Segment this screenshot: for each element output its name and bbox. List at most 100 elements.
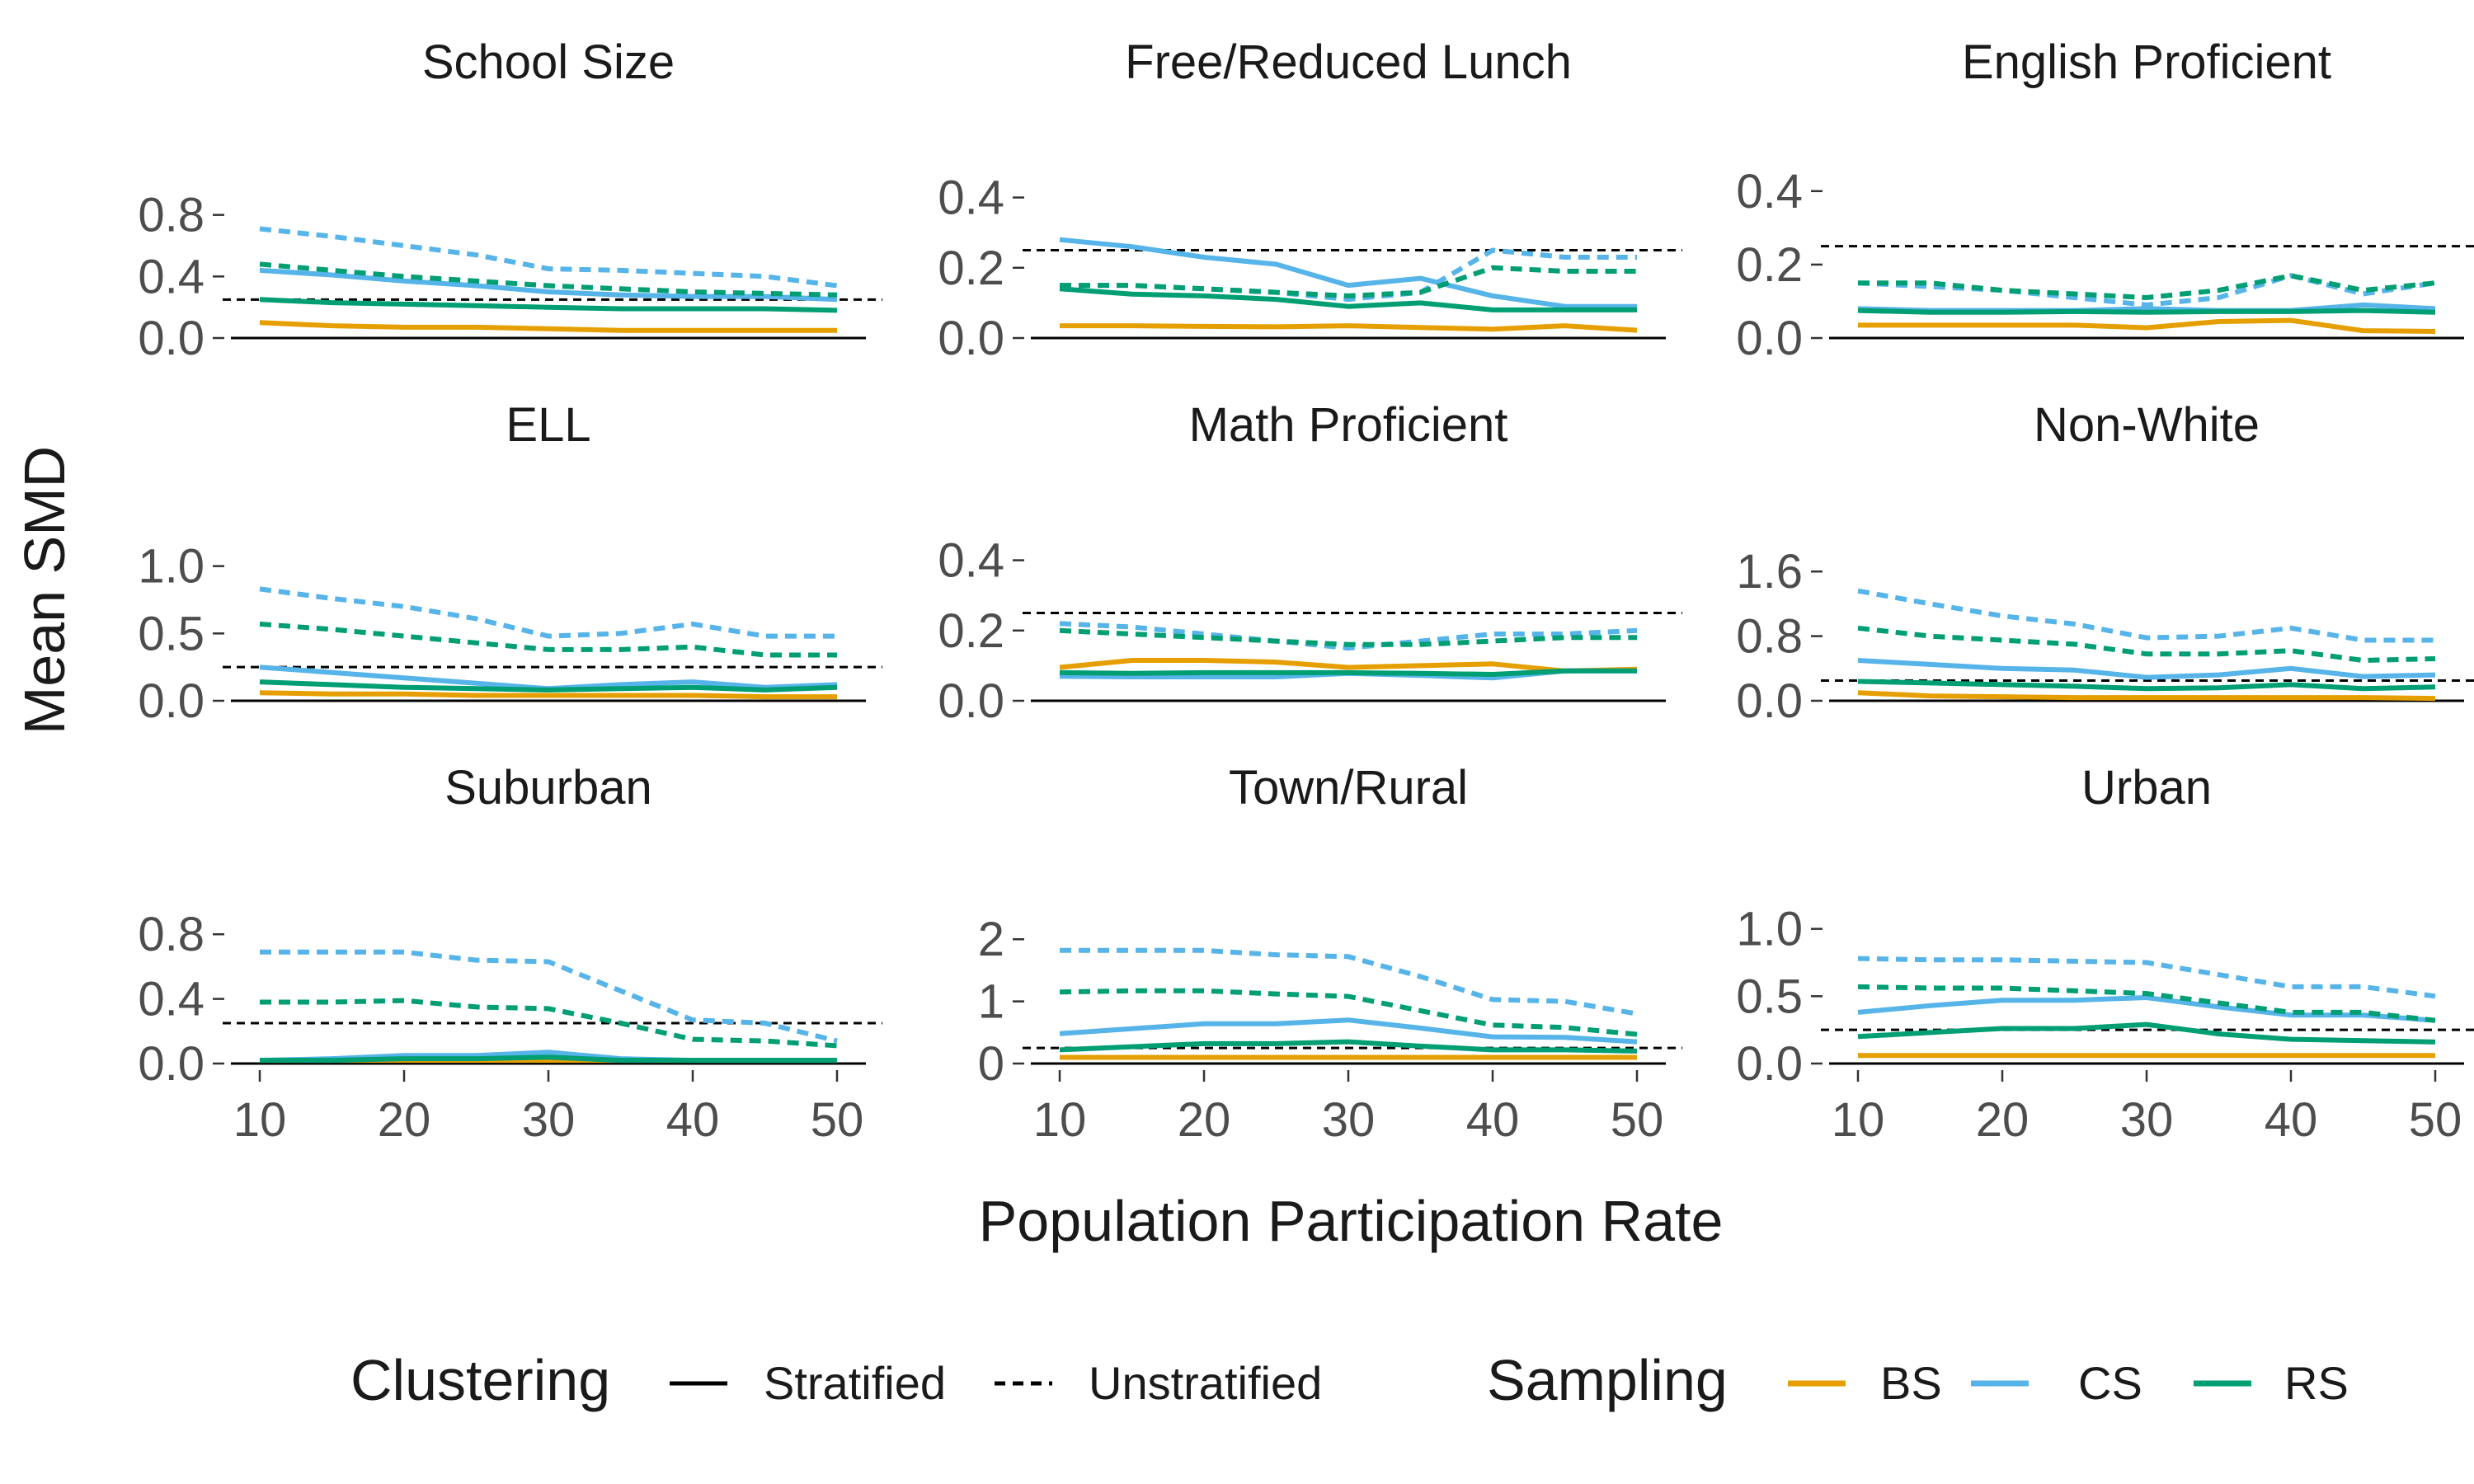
x-tick-label: 30: [522, 1093, 576, 1147]
panel-title: Free/Reduced Lunch: [1125, 35, 1572, 89]
panel-urban: Urban 0.0 0.5 1.0 10 20 30 40 50: [1736, 761, 2474, 1147]
series-cs-stratified: [1059, 237, 1637, 309]
panel-title: ELL: [506, 398, 590, 452]
series-rs-stratified: [259, 297, 838, 313]
panel-non-white: Non-White 0.0 0.8 1.6: [1736, 398, 2474, 728]
y-tick-label: 0.2: [1736, 238, 1803, 292]
series-cs-unstratified: [260, 949, 838, 1044]
series-rs-stratified: [1857, 679, 2436, 692]
y-tick-label: 1: [978, 975, 1004, 1029]
y-axis-label: Mean SMD: [12, 446, 77, 735]
panel-math-proficient: Math Proficient 0.0 0.2 0.4: [938, 398, 1682, 728]
y-tick-label: 0.0: [138, 312, 205, 365]
y-tick-label: 0.5: [138, 607, 205, 660]
panel-title: Suburban: [444, 761, 652, 815]
y-tick-label: 0.0: [138, 1037, 205, 1091]
series-bs-stratified: [259, 320, 837, 333]
series-rs-stratified: [1059, 1039, 1638, 1054]
series-cs-stratified: [1857, 995, 2436, 1023]
x-axis-label: Population Participation Rate: [979, 1189, 1724, 1253]
series-cs-unstratified: [1059, 621, 1638, 651]
y-tick-label: 0.4: [138, 973, 205, 1026]
x-tick-label: 50: [811, 1093, 864, 1147]
series-rs-unstratified: [259, 261, 838, 298]
y-tick-label: 2: [978, 913, 1004, 966]
series-rs-stratified: [259, 679, 838, 693]
legend-cs-label: CS: [2078, 1357, 2142, 1409]
series-cs-stratified: [1059, 1017, 1638, 1045]
legend: Clustering Stratified Unstratified Sampl…: [350, 1348, 2349, 1412]
panel-title: School Size: [422, 35, 675, 89]
y-tick-label: 0.0: [138, 674, 205, 728]
x-tick-label: 20: [1178, 1093, 1231, 1147]
y-tick-label: 0.5: [1736, 970, 1803, 1023]
x-tick-label: 50: [2409, 1093, 2462, 1147]
series-rs-stratified: [1857, 1021, 2436, 1045]
y-tick-label: 0.2: [938, 604, 1004, 658]
x-tick-label: 20: [378, 1093, 431, 1147]
y-tick-label: 0.4: [138, 250, 205, 303]
y-tick-label: 0.0: [1736, 1037, 1803, 1091]
x-tick-label: 40: [666, 1093, 720, 1147]
series-bs-stratified: [1059, 658, 1638, 674]
y-tick-label: 0.0: [1736, 674, 1803, 728]
panel-title: Non-White: [2034, 398, 2260, 452]
series-cs-unstratified: [1857, 956, 2436, 999]
legend-clustering-title: Clustering: [350, 1348, 610, 1412]
series-bs-stratified: [259, 690, 837, 700]
x-tick-label: 10: [1832, 1093, 1885, 1147]
legend-unstratified-label: Unstratified: [1089, 1357, 1322, 1409]
series-rs-unstratified: [259, 621, 837, 658]
panel-title: Math Proficient: [1189, 398, 1508, 452]
panel-english-proficient: English Proficient 0.0 0.2 0.4: [1736, 35, 2474, 365]
y-tick-label: 0.4: [1736, 165, 1803, 218]
y-tick-label: 1.6: [1736, 545, 1803, 599]
x-tick-label: 30: [1322, 1093, 1376, 1147]
series-cs-stratified: [259, 267, 838, 303]
x-tick-label: 40: [2265, 1093, 2318, 1147]
panel-free-reduced-lunch: Free/Reduced Lunch 0.0 0.2 0.4: [938, 35, 1682, 365]
legend-bs-label: BS: [1880, 1357, 1942, 1409]
y-tick-label: 0.8: [138, 908, 205, 961]
y-tick-label: 0.4: [938, 171, 1004, 225]
y-tick-label: 0.8: [138, 189, 205, 242]
panel-ell: ELL 0.0 0.5 1.0: [138, 398, 882, 728]
y-tick-label: 1.0: [138, 540, 205, 594]
y-tick-label: 1.0: [1736, 903, 1803, 956]
series-cs-unstratified: [1060, 947, 1638, 1017]
panel-suburban: Suburban 0.0 0.4 0.8 10 20 30 40 50: [138, 761, 882, 1147]
series-rs-unstratified: [260, 998, 838, 1049]
legend-stratified-label: Stratified: [764, 1357, 946, 1409]
series-cs-unstratified: [1857, 273, 2436, 308]
series-cs-unstratified: [259, 226, 838, 289]
series-rs-unstratified: [1060, 265, 1637, 298]
series-rs-stratified: [260, 1054, 837, 1064]
series-bs-stratified: [1060, 323, 1638, 333]
panel-title: Town/Rural: [1229, 761, 1468, 815]
x-tick-label: 10: [1033, 1093, 1087, 1147]
legend-rs-label: RS: [2284, 1357, 2349, 1409]
panel-title: English Proficient: [1962, 35, 2331, 89]
panel-school-size: School Size 0.0 0.4 0.8: [138, 35, 882, 365]
x-tick-label: 30: [2120, 1093, 2174, 1147]
series-bs-stratified: [1857, 690, 2436, 702]
series-cs-unstratified: [259, 586, 837, 639]
y-tick-label: 0.8: [1736, 610, 1803, 664]
y-tick-label: 0.0: [938, 674, 1004, 728]
x-tick-label: 40: [1466, 1093, 1520, 1147]
series-rs-unstratified: [1857, 984, 2436, 1023]
series-rs-stratified: [1857, 308, 2436, 315]
series-rs-unstratified: [1059, 988, 1638, 1037]
y-tick-label: 0.0: [1736, 312, 1803, 365]
x-tick-label: 10: [233, 1093, 287, 1147]
series-cs-stratified: [1857, 658, 2436, 680]
series-rs-unstratified: [1857, 625, 2436, 663]
series-cs-unstratified: [1857, 588, 2435, 643]
series-rs-stratified: [1059, 286, 1637, 312]
series-rs-unstratified: [1858, 273, 2436, 300]
chart-panels: School Size 0.0 0.4 0.8 Free/Reduced Lunch 0.…: [138, 35, 2474, 1147]
panel-title: Urban: [2081, 761, 2212, 815]
y-tick-label: 0: [978, 1037, 1004, 1091]
panel-town-rural: Town/Rural 0 1 2 10 20 30 40 50: [978, 761, 1682, 1147]
